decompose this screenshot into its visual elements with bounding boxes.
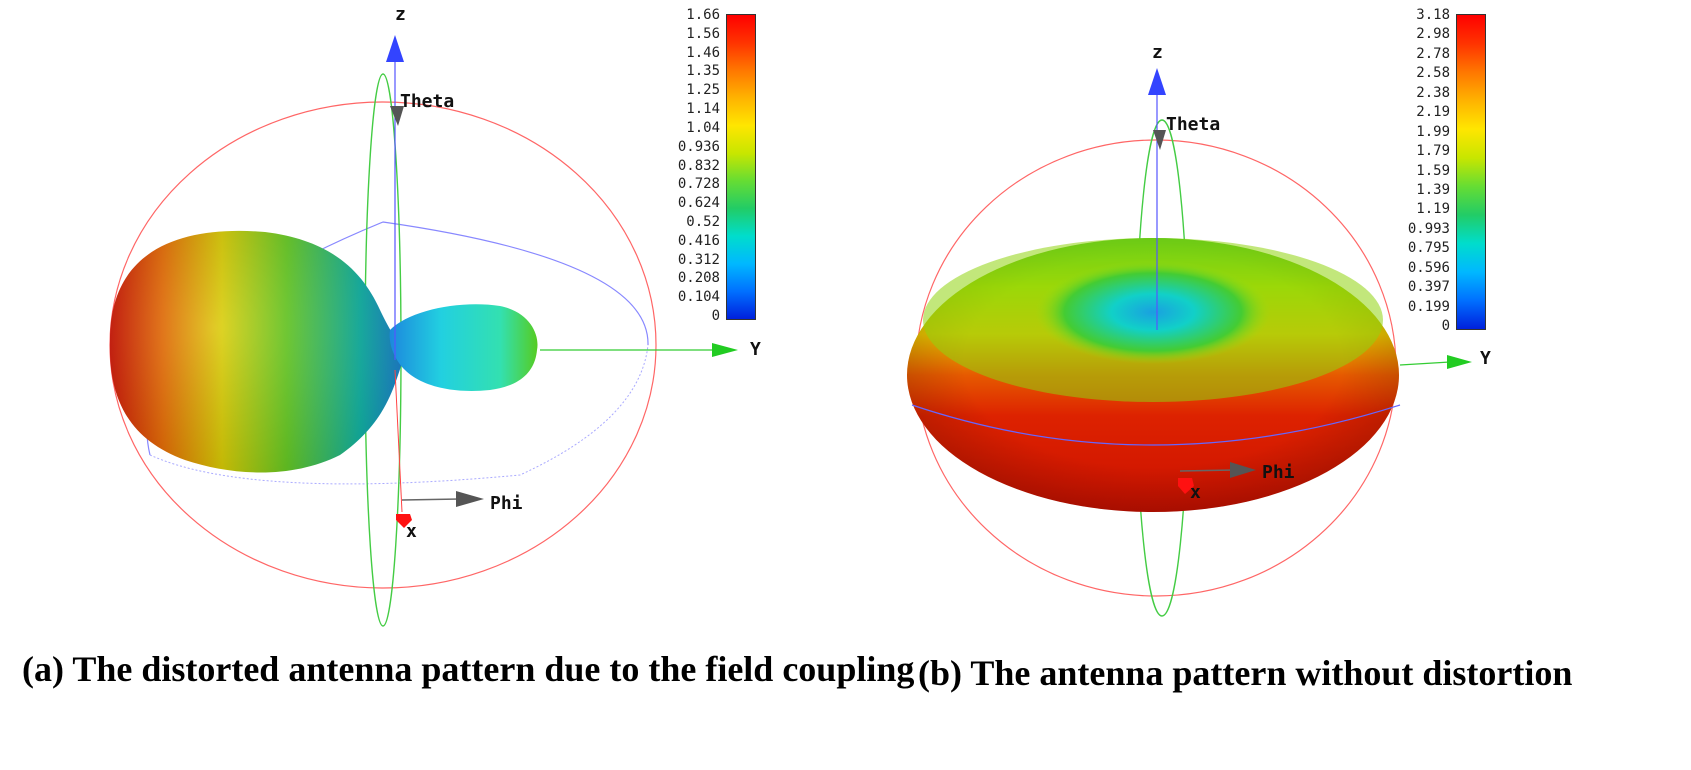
colorbar-tick-label: 1.56: [686, 25, 720, 42]
theta-marker: [390, 106, 404, 126]
y-axis-label: Y: [750, 339, 761, 360]
colorbar-tick-label: 2.78: [1416, 45, 1450, 62]
colorbar-tick-label: 0.993: [1407, 220, 1450, 237]
colorbar-gradient: [1456, 14, 1486, 330]
colorbar-tick-label: 0.728: [677, 176, 720, 193]
colorbar-tick-label: 0: [1441, 318, 1450, 334]
torus-center-dip: [1035, 260, 1271, 364]
colorbar-tick-label: 0.104: [677, 289, 720, 306]
x-axis-marker: [396, 514, 412, 528]
colorbar-tick-label: 1.66: [686, 7, 720, 23]
colorbar-tick-label: 0.596: [1407, 259, 1450, 276]
phi-label: Phi: [1262, 462, 1295, 483]
z-axis-label: z: [1152, 42, 1163, 63]
theta-label: Theta: [1166, 114, 1220, 135]
colorbar-tick-label: 1.35: [686, 63, 720, 80]
x-axis-label: x: [1190, 482, 1201, 503]
phi-arrow: [1230, 462, 1256, 478]
colorbar-tick-label: 2.98: [1416, 26, 1450, 43]
pattern-3d-scene-b: z Theta Y Phi x: [907, 42, 1491, 617]
z-axis-arrow: [386, 35, 404, 62]
z-axis-label: z: [395, 4, 406, 25]
colorbar-tick-label: 0.936: [677, 138, 720, 155]
colorbar-tick-label: 2.19: [1416, 104, 1450, 121]
colorbar-tick-label: 1.04: [686, 119, 720, 136]
colorbar-tick-label: 0.208: [677, 270, 720, 287]
pattern-3d-scene-a: z Theta Y Phi x: [109, 4, 761, 627]
theta-marker: [1153, 130, 1166, 150]
colorbar-gradient: [726, 14, 756, 320]
colorbar-tick-label: 3.18: [1416, 7, 1450, 23]
colorbar-tick-label: 2.58: [1416, 65, 1450, 82]
phi-arrow: [456, 491, 484, 507]
colorbar-tick-label: 1.39: [1416, 181, 1450, 198]
colorbar-tick-label: 0.416: [677, 232, 720, 249]
colorbar-tick-label: 0.397: [1407, 279, 1450, 296]
colorbar-tick-label: 0.832: [677, 157, 720, 174]
colorbar-tick-label: 0.199: [1407, 298, 1450, 315]
caption-a: (a) The distorted antenna pattern due to…: [22, 649, 915, 689]
theta-label: Theta: [400, 91, 454, 112]
colorbar-tick-label: 0.52: [686, 213, 720, 230]
z-axis-arrow: [1148, 68, 1166, 95]
colorbar-tick-label: 1.79: [1416, 143, 1450, 160]
y-axis-label: Y: [1480, 348, 1491, 369]
equator-ring: [911, 404, 1401, 446]
side-lobe: [389, 304, 538, 391]
colorbar-tick-label: 1.25: [686, 82, 720, 99]
colorbar-tick-label: 1.59: [1416, 162, 1450, 179]
colorbar-tick-labels: 1.66 1.56 1.46 1.35 1.25 1.14 1.04 0.936 0.832 0.…: [678, 8, 720, 323]
x-axis: [394, 369, 403, 513]
x-axis-label: x: [406, 521, 417, 542]
colorbar-a: 1.66 1.56 1.46 1.35 1.25 1.14 1.04 0.936 0.832 0.…: [678, 8, 758, 323]
colorbar-tick-label: 0: [711, 308, 720, 324]
panel-undistorted-pattern: z Theta Y Phi x 3.18 2.98 2.78 2.58 2.38 2.19…: [860, 0, 1691, 770]
phi-label: Phi: [490, 493, 523, 514]
colorbar-tick-label: 1.99: [1416, 123, 1450, 140]
y-axis-arrow: [712, 343, 738, 357]
colorbar-tick-label: 1.19: [1416, 201, 1450, 218]
phi-axis: [401, 498, 461, 501]
panel-distorted-pattern: z Theta Y Phi x 1.66 1.56 1.46 1.35 1.25 1.14…: [22, 4, 914, 689]
y-axis-arrow: [1447, 355, 1472, 369]
colorbar-b: 3.18 2.98 2.78 2.58 2.38 2.19 1.99 1.79 1.59 1.39…: [1404, 8, 1486, 333]
colorbar-tick-labels: 3.18 2.98 2.78 2.58 2.38 2.19 1.99 1.79 1.59 1.39…: [1404, 8, 1450, 333]
x-axis-marker: [1178, 478, 1194, 494]
caption-b: (b) The antenna pattern without distorti…: [918, 653, 1573, 693]
colorbar-tick-label: 1.14: [686, 101, 720, 118]
colorbar-tick-label: 1.46: [686, 44, 720, 61]
colorbar-tick-label: 0.795: [1407, 240, 1450, 257]
y-axis: [1399, 361, 1451, 366]
colorbar-tick-label: 0.312: [677, 251, 720, 268]
colorbar-tick-label: 2.38: [1416, 84, 1450, 101]
phi-axis: [1179, 469, 1236, 472]
colorbar-tick-label: 0.624: [677, 195, 720, 212]
